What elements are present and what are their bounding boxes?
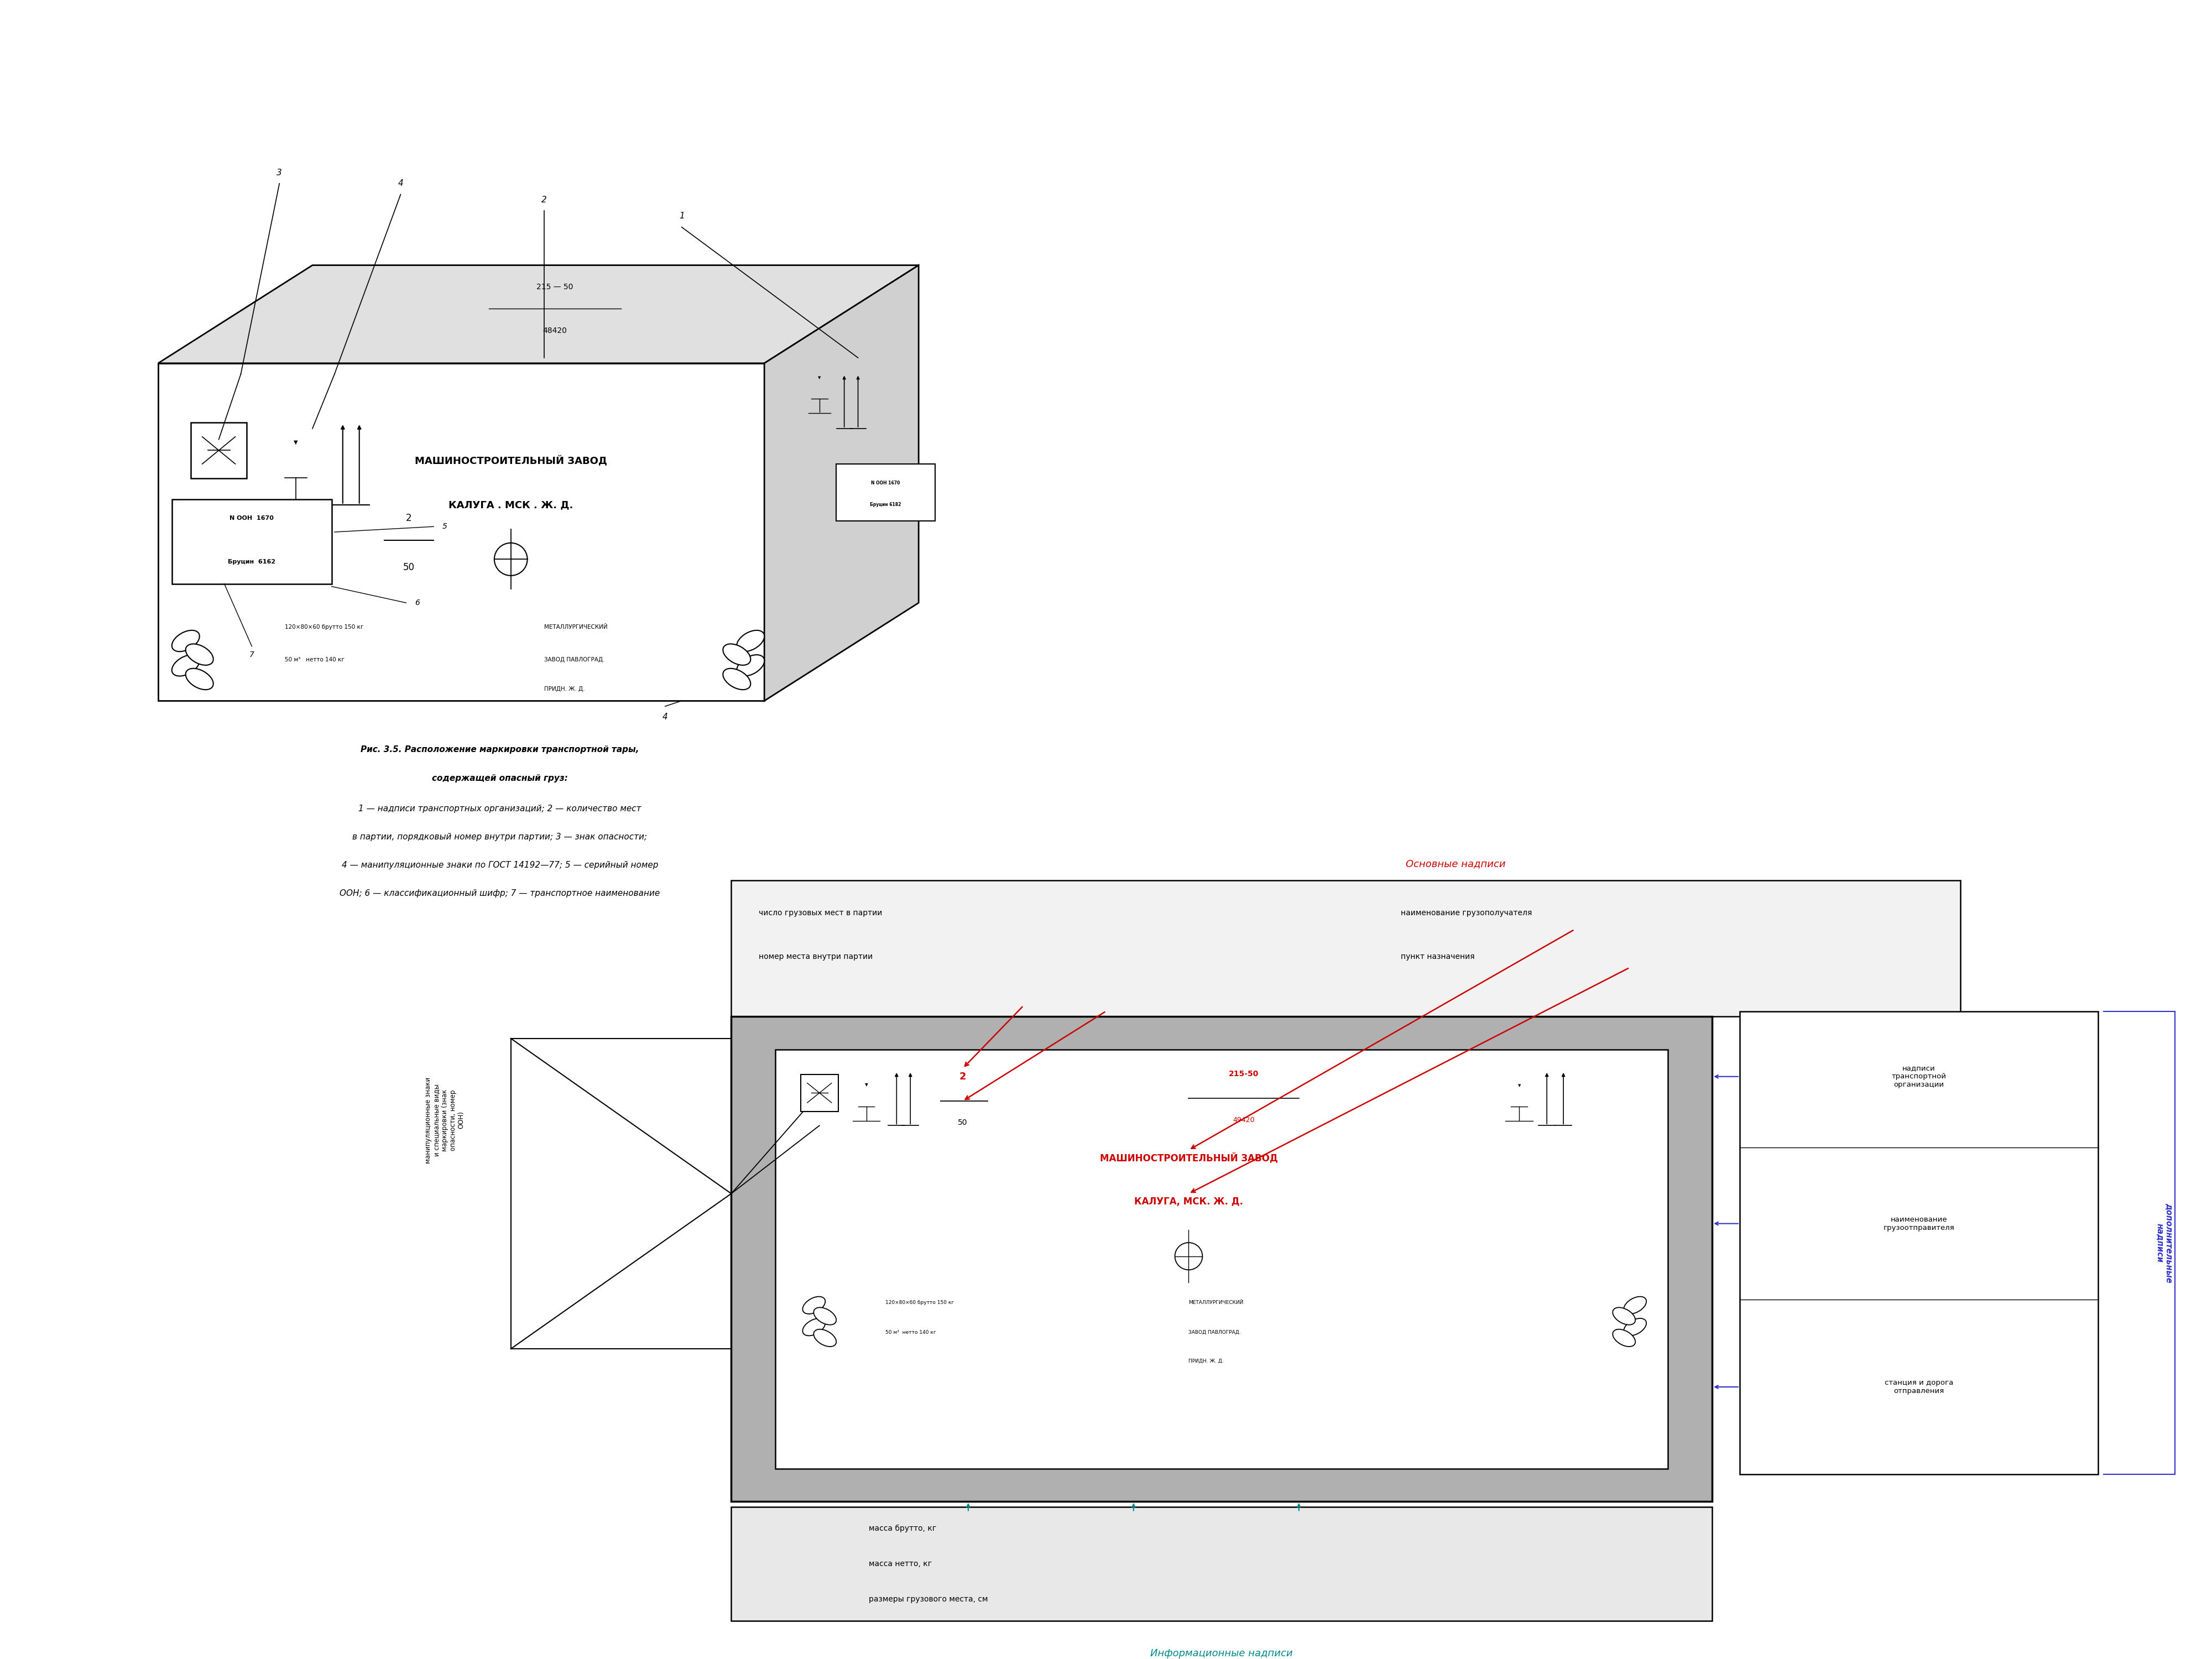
Text: 1: 1 xyxy=(679,212,684,221)
Text: станция и дорога
отправления: станция и дорога отправления xyxy=(1885,1379,1953,1395)
Text: 50 м³   нетто 140 кг: 50 м³ нетто 140 кг xyxy=(285,657,345,662)
Ellipse shape xyxy=(737,655,765,677)
Bar xyxy=(732,1506,1712,1621)
Ellipse shape xyxy=(814,1307,836,1326)
Text: МАШИНОСТРОИТЕЛЬНЫЙ ЗАВОД: МАШИНОСТРОИТЕЛЬНЫЙ ЗАВОД xyxy=(1099,1153,1279,1163)
Text: 2: 2 xyxy=(542,196,546,204)
Text: надписи
транспортной
организации: надписи транспортной организации xyxy=(1891,1065,1947,1088)
Text: ПРИДН. Ж. Д.: ПРИДН. Ж. Д. xyxy=(544,687,584,692)
Ellipse shape xyxy=(1624,1297,1646,1314)
Ellipse shape xyxy=(1613,1307,1635,1326)
Ellipse shape xyxy=(814,1329,836,1347)
Text: ЗАВОД ПАВЛОГРАД.: ЗАВОД ПАВЛОГРАД. xyxy=(1188,1331,1241,1335)
Ellipse shape xyxy=(1624,1319,1646,1335)
Text: ▼: ▼ xyxy=(1517,1083,1522,1087)
Text: Информационные надписи: Информационные надписи xyxy=(1150,1649,1294,1659)
Text: 2: 2 xyxy=(960,1072,967,1082)
Ellipse shape xyxy=(803,1319,825,1335)
Circle shape xyxy=(1175,1243,1203,1269)
Text: наименование
грузоотправителя: наименование грузоотправителя xyxy=(1882,1216,1955,1231)
Text: манипуляционные знаки
и специальные виды
маркировки (знак
опасности, номер
ООН): манипуляционные знаки и специальные виды… xyxy=(425,1077,465,1163)
Text: ▼: ▼ xyxy=(865,1082,867,1087)
Text: Основные надписи: Основные надписи xyxy=(1407,859,1506,869)
Ellipse shape xyxy=(186,644,212,665)
Text: пункт назначения: пункт назначения xyxy=(1400,952,1475,961)
Text: ЗАВОД ПАВЛОГРАД.: ЗАВОД ПАВЛОГРАД. xyxy=(544,657,604,662)
Text: содержащей опасный груз:: содержащей опасный груз: xyxy=(431,775,568,783)
Bar xyxy=(1741,1012,2097,1475)
Text: МАШИНОСТРОИТЕЛЬНЫЙ ЗАВОД: МАШИНОСТРОИТЕЛЬНЫЙ ЗАВОД xyxy=(414,456,606,466)
Ellipse shape xyxy=(173,655,199,677)
Bar xyxy=(732,881,1960,1017)
Text: 1 — надписи транспортных организаций; 2 — количество мест: 1 — надписи транспортных организаций; 2 … xyxy=(358,805,641,813)
Bar xyxy=(732,1017,1712,1501)
Text: 50: 50 xyxy=(958,1118,967,1126)
Text: КАЛУГА, МСК. Ж. Д.: КАЛУГА, МСК. Ж. Д. xyxy=(1135,1196,1243,1206)
Text: 4 — манипуляционные знаки по ГОСТ 14192—77; 5 — серийный номер: 4 — манипуляционные знаки по ГОСТ 14192—… xyxy=(341,861,659,869)
Text: в партии, порядковый номер внутри партии; 3 — знак опасности;: в партии, порядковый номер внутри партии… xyxy=(352,833,648,841)
Text: 4: 4 xyxy=(661,713,668,722)
Text: номер места внутри партии: номер места внутри партии xyxy=(759,952,874,961)
Ellipse shape xyxy=(173,630,199,652)
Ellipse shape xyxy=(803,1297,825,1314)
Text: Рис. 3.5. Расположение маркировки транспортной тары,: Рис. 3.5. Расположение маркировки трансп… xyxy=(361,745,639,753)
Text: 4: 4 xyxy=(398,179,403,187)
Text: 3: 3 xyxy=(276,169,283,178)
Ellipse shape xyxy=(186,669,212,690)
Circle shape xyxy=(493,542,526,576)
Ellipse shape xyxy=(723,669,750,690)
Text: 49420: 49420 xyxy=(1232,1117,1254,1123)
Text: размеры грузового места, см: размеры грузового места, см xyxy=(869,1596,989,1603)
Text: 50 м³  нетто 140 кг: 50 м³ нетто 140 кг xyxy=(885,1331,936,1335)
Bar xyxy=(173,499,332,584)
Text: 215 — 50: 215 — 50 xyxy=(538,284,573,290)
Text: число грузовых мест в партии: число грузовых мест в партии xyxy=(759,909,883,917)
Text: КАЛУГА . МСК . Ж. Д.: КАЛУГА . МСК . Ж. Д. xyxy=(449,499,573,509)
Text: Бруцин 6182: Бруцин 6182 xyxy=(869,503,900,508)
Ellipse shape xyxy=(1613,1329,1635,1347)
Ellipse shape xyxy=(723,644,750,665)
Text: ▼: ▼ xyxy=(818,377,821,380)
Text: 7: 7 xyxy=(250,650,254,659)
Bar xyxy=(776,1050,1668,1468)
Text: ООН; 6 — классификационный шифр; 7 — транспортное наименование: ООН; 6 — классификационный шифр; 7 — тра… xyxy=(341,889,659,898)
Text: масса брутто, кг: масса брутто, кг xyxy=(869,1525,936,1533)
Text: масса нетто, кг: масса нетто, кг xyxy=(869,1559,931,1568)
Text: Бруцин  6162: Бруцин 6162 xyxy=(228,559,276,564)
Text: N ООН  1670: N ООН 1670 xyxy=(230,516,274,521)
Text: ПРИДН. Ж. Д.: ПРИДН. Ж. Д. xyxy=(1188,1359,1223,1364)
Text: наименование грузополучателя: наименование грузополучателя xyxy=(1400,909,1533,917)
Text: 50: 50 xyxy=(403,562,414,572)
Text: 6: 6 xyxy=(414,599,420,607)
Text: 48420: 48420 xyxy=(542,327,566,335)
Text: 215-50: 215-50 xyxy=(1228,1070,1259,1078)
Text: N ООН 1670: N ООН 1670 xyxy=(872,481,900,486)
Bar xyxy=(836,465,936,521)
Text: 120×80×60 брутто 150 кг: 120×80×60 брутто 150 кг xyxy=(285,624,363,630)
Bar xyxy=(157,363,765,700)
Text: 120×80×60 брутто 150 кг: 120×80×60 брутто 150 кг xyxy=(885,1301,953,1306)
Text: МЕТАЛЛУРГИЧЕСКИЙ: МЕТАЛЛУРГИЧЕСКИЙ xyxy=(1188,1301,1243,1306)
Polygon shape xyxy=(157,265,918,363)
Text: ▼: ▼ xyxy=(294,440,299,445)
Text: 2: 2 xyxy=(407,513,411,523)
Polygon shape xyxy=(765,265,918,700)
Text: дополнительные
надписи: дополнительные надписи xyxy=(2154,1203,2172,1282)
Ellipse shape xyxy=(737,630,765,652)
Text: 5: 5 xyxy=(442,523,447,531)
Text: МЕТАЛЛУРГИЧЕСКИЙ: МЕТАЛЛУРГИЧЕСКИЙ xyxy=(544,624,608,630)
